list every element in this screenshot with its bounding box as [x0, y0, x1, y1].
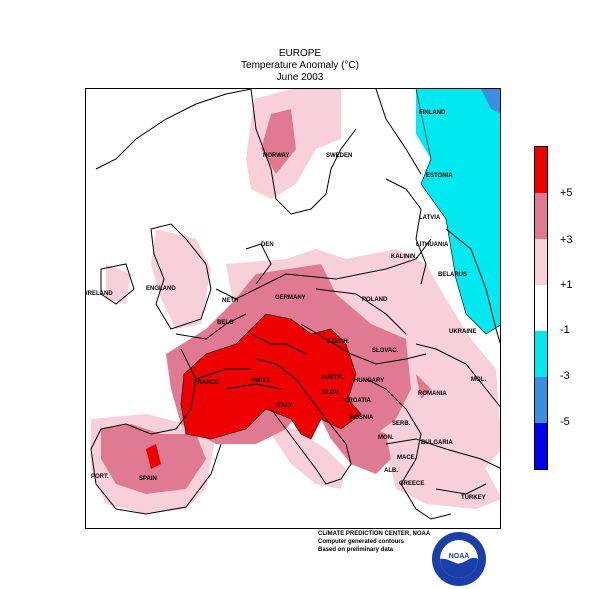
- label-bosnia: BOSNIA: [350, 415, 374, 421]
- country-labels: FINLAND NORWAY SWEDEN ESTONIA LATVIA LIT…: [86, 110, 486, 501]
- label-finland: FINLAND: [419, 110, 446, 116]
- credits: CLIMATE PREDICTION CENTER, NOAA Computer…: [318, 530, 430, 554]
- legend-label-minus1: -1: [560, 324, 570, 336]
- legend-label-plus3: +3: [560, 234, 573, 246]
- legend-label-minus3: -3: [560, 370, 570, 382]
- label-poland: POLAND: [362, 297, 388, 303]
- anomaly-fill-blue: [481, 89, 500, 114]
- legend-label-plus1: +1: [560, 279, 573, 291]
- label-england: ENGLAND: [146, 286, 176, 292]
- anomaly-contours: [180, 89, 500, 440]
- credits-note: Based on preliminary data: [318, 547, 394, 553]
- map-canvas: FINLAND NORWAY SWEDEN ESTONIA LATVIA LIT…: [86, 89, 500, 520]
- label-bulgaria: BULGARIA: [421, 440, 453, 446]
- legend-swatch-gt5: [535, 147, 547, 193]
- legend-swatch-ltneg5: [535, 423, 547, 469]
- label-romania: ROMANIA: [418, 391, 447, 397]
- label-slovenia: SLOV.: [322, 390, 340, 396]
- label-turkey: TURKEY: [461, 495, 486, 501]
- legend-label-minus5: -5: [560, 416, 570, 428]
- label-denmark: DEN: [261, 242, 274, 248]
- credits-agency: CLIMATE PREDICTION CENTER, NOAA: [318, 531, 431, 537]
- label-germany: GERMANY: [275, 295, 306, 301]
- country-borders: [90, 89, 500, 520]
- credits-method: Computer generated contours: [318, 539, 405, 545]
- label-austria: AUSTR.: [321, 375, 344, 381]
- color-legend: [534, 146, 548, 470]
- legend-label-plus5: +5: [560, 187, 573, 199]
- label-italy: ITALY: [276, 403, 292, 409]
- label-kaliningrad: KALININ.: [391, 254, 417, 260]
- legend-swatch-neg1to3: [535, 331, 547, 377]
- label-switzerland: SWITZ.: [251, 378, 272, 384]
- label-macedonia: MACE.: [397, 455, 417, 461]
- label-spain: SPAIN: [139, 476, 157, 482]
- label-netherlands: NETH: [222, 298, 238, 304]
- label-belarus: BELARUS: [438, 272, 467, 278]
- label-belgium: BELG: [217, 320, 234, 326]
- anomaly-map: FINLAND NORWAY SWEDEN ESTONIA LATVIA LIT…: [85, 88, 501, 529]
- label-slovakia: SLOVAC.: [372, 348, 399, 354]
- title-region: EUROPE: [278, 48, 322, 59]
- anomaly-fill-cyan: [416, 89, 500, 334]
- map-title: EUROPE Temperature Anomaly (°C) June 200…: [200, 48, 400, 84]
- legend-swatch-neutral: [535, 285, 547, 331]
- label-ukraine: UKRAINE: [449, 329, 476, 335]
- legend-swatch-3to5: [535, 193, 547, 239]
- label-latvia: LATVIA: [419, 215, 441, 221]
- label-albania: ALB.: [384, 468, 398, 474]
- label-ireland: IRELAND: [86, 291, 113, 297]
- label-norway: NORWAY: [263, 153, 289, 159]
- label-montenegro: MON.: [378, 435, 394, 441]
- label-france: FRANCE: [194, 380, 219, 386]
- label-estonia: ESTONIA: [426, 173, 453, 179]
- label-moldova: MOL.: [471, 377, 486, 383]
- anomaly-fill-red: [146, 314, 361, 469]
- label-hungary: HUNGARY: [354, 378, 384, 384]
- noaa-logo-text: NOAA: [449, 553, 470, 560]
- title-variable: Temperature Anomaly (°C): [241, 60, 359, 71]
- label-sweden: SWEDEN: [326, 153, 352, 159]
- label-serbia: SERB.: [392, 421, 411, 427]
- label-portugal: PORT.: [91, 474, 109, 480]
- label-lithuania: LITHUANIA: [416, 242, 449, 248]
- legend-swatch-neg3to5: [535, 377, 547, 423]
- label-greece: GREECE: [399, 481, 424, 487]
- noaa-logo: NOAA: [432, 532, 486, 586]
- title-period: June 2003: [276, 72, 324, 83]
- legend-swatch-1to3: [535, 239, 547, 285]
- label-czech: CZECH.: [327, 339, 350, 345]
- label-croatia: CROATIA: [344, 398, 372, 404]
